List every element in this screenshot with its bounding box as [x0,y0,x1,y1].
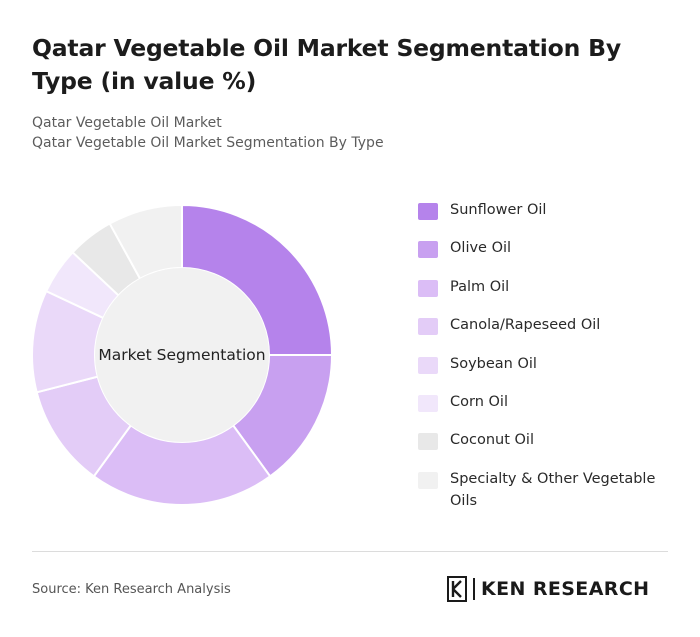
legend-swatch [418,395,438,412]
ken-research-k-icon [447,576,467,602]
legend-swatch [418,472,438,489]
legend-swatch [418,241,438,258]
legend-label: Specialty & Other Vegetable Oils [450,471,656,509]
legend-item: Coconut Oil [418,429,678,451]
legend-label: Coconut Oil [450,432,534,448]
legend-label: Palm Oil [450,279,510,295]
ken-research-logo: KEN RESEARCH [447,574,649,604]
chart-title: Qatar Vegetable Oil Market Segmentation … [32,34,621,95]
legend-label: Canola/Rapeseed Oil [450,317,601,333]
legend-item: Soybean Oil [418,353,678,375]
legend-label: Soybean Oil [450,356,537,372]
legend-item: Specialty & Other Vegetable Oils [418,468,678,512]
chart-subtitle: Qatar Vegetable Oil Market [32,115,222,131]
legend-swatch [418,433,438,450]
legend-item: Canola/Rapeseed Oil [418,314,678,336]
logo-text: KEN RESEARCH [481,578,650,600]
legend-label: Corn Oil [450,394,508,410]
source-note: Source: Ken Research Analysis [32,582,231,597]
legend-swatch [418,357,438,374]
legend-item: Palm Oil [418,276,678,298]
legend-swatch [418,280,438,297]
center-label: Market Segmentation [98,346,265,364]
logo-divider [473,578,475,600]
chart-subtitle-secondary: Qatar Vegetable Oil Market Segmentation … [32,135,384,151]
donut-center [95,268,269,442]
legend-item: Corn Oil [418,391,678,413]
footer-divider [32,551,668,552]
legend-label: Olive Oil [450,240,512,256]
legend-item: Sunflower Oil [418,199,678,221]
legend-item: Olive Oil [418,237,678,259]
donut-chart: Market Segmentation [31,203,334,506]
legend-swatch [418,203,438,220]
legend-label: Sunflower Oil [450,202,547,218]
legend-swatch [418,318,438,335]
